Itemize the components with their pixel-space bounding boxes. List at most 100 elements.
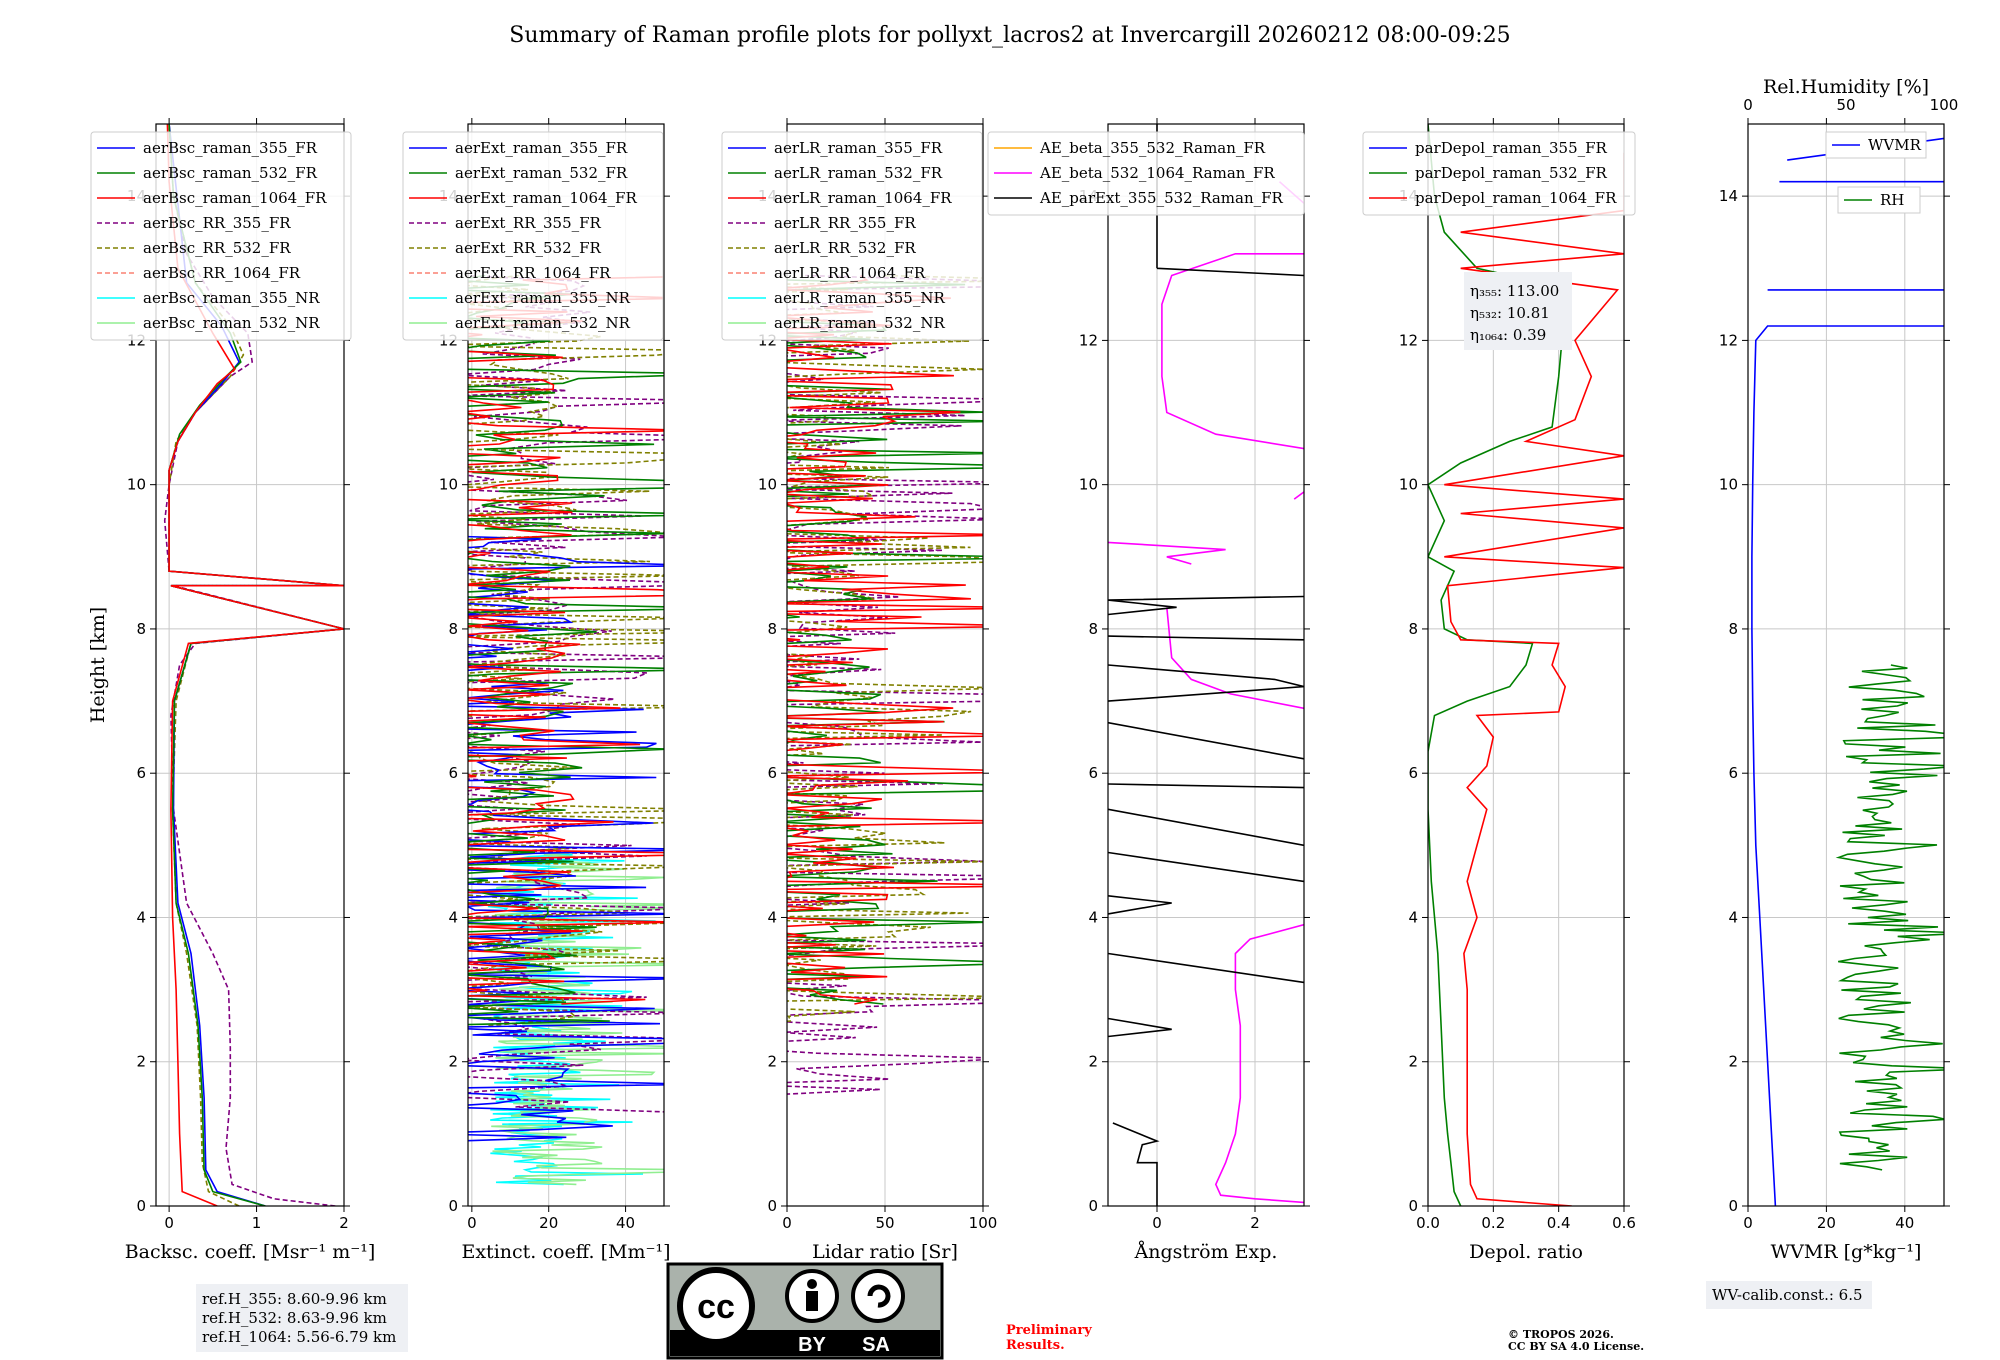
y-tick-label: 2 (1408, 1053, 1418, 1071)
x-tick-label: 0 (1743, 1214, 1753, 1232)
x-tick-label: 0.2 (1481, 1214, 1505, 1232)
y-tick-label: 0 (448, 1197, 458, 1215)
legend-label: aerLR_raman_1064_FR (774, 189, 952, 207)
legend-label: parDepol_raman_1064_FR (1415, 189, 1617, 207)
y-tick-label: 6 (136, 764, 146, 782)
x-tick-label: 40 (1895, 1214, 1914, 1232)
series-line-aerBsc_RR_355_FR (163, 124, 344, 1206)
axes-frame-wv (1747, 123, 1945, 1207)
legend-box (1362, 131, 1636, 216)
ref-line-355: ref.H_355: 8.60-9.96 km (202, 1290, 387, 1308)
y-tick-label: 10 (1719, 476, 1738, 494)
legend-label: aerLR_RR_532_FR (774, 239, 916, 257)
x-axis-label-depol: Depol. ratio (1469, 1241, 1583, 1263)
x-tick-label: 50 (875, 1214, 894, 1232)
y-tick-label: 12 (1399, 331, 1418, 349)
legend-depol: parDepol_raman_355_FR parDepol_raman_532_… (1362, 131, 1636, 216)
y-tick-label: 8 (767, 620, 777, 638)
y-tick-label: 10 (758, 476, 777, 494)
eta-box (1464, 272, 1572, 350)
x-tick-label: 2 (339, 1214, 349, 1232)
y-tick-label: 4 (1088, 908, 1098, 926)
legend-ext: aerExt_raman_355_FR aerExt_raman_532_FRae… (402, 131, 664, 341)
legend-label: AE_beta_532_1064_Raman_FR (1039, 164, 1275, 182)
x-tick-label: 0.0 (1416, 1214, 1440, 1232)
x-axis-label-wv: WVMR [g*kg⁻¹] (1771, 1241, 1922, 1263)
panel-lr: 02468101214050100Lidar ratio [Sr]aerLR_r… (721, 118, 998, 1263)
series-bsc (163, 124, 344, 1206)
series-line-aerBsc_raman_1064_FR (166, 124, 344, 1206)
x-tick-label: 0 (782, 1214, 792, 1232)
preliminary-line-2: Results. (1006, 1338, 1065, 1353)
x-tick-label: 0.4 (1547, 1214, 1571, 1232)
series-line-aerExt_raman_1064_FR (468, 276, 664, 1005)
legend-label: parDepol_raman_532_FR (1415, 164, 1608, 182)
series-line-AE_parExt_355_532_Raman_FR (1108, 124, 1304, 1206)
eta-annotations: η₃₅₅: 113.00 η₅₃₂: 10.81 η₁₀₆₄: 0.39 (1464, 272, 1572, 350)
legend-label: aerBsc_raman_532_NR (143, 314, 320, 332)
sa-share-icon (851, 1269, 905, 1323)
grid-wv (1748, 124, 1944, 1206)
x-tick-label: 100 (969, 1214, 998, 1232)
y-tick-label: 12 (1079, 331, 1098, 349)
legend-bsc: aerBsc_raman_355_FR aerBsc_raman_532_FRae… (90, 131, 352, 341)
y-tick-label: 10 (1079, 476, 1098, 494)
legend-ae: AE_beta_355_532_Raman_FR AE_beta_532_1064… (987, 131, 1305, 216)
legend-label: aerLR_raman_355_FR (774, 139, 943, 157)
legend-box (987, 131, 1305, 216)
y-tick-label: 4 (767, 908, 777, 926)
y-tick-label: 10 (439, 476, 458, 494)
series-line-AE_beta_532_1064_Raman_FR (1108, 181, 1304, 1204)
x-tick-label: 40 (616, 1214, 635, 1232)
legend-label: aerBsc_raman_532_FR (143, 164, 318, 182)
legend-label: aerBsc_raman_355_NR (143, 289, 320, 307)
series-line-RH (1835, 664, 1944, 1171)
panel-ext: 0246810121402040Extinct. coeff. [Mm⁻¹]ae… (402, 118, 671, 1263)
y-tick-label: 0 (767, 1197, 777, 1215)
x-tick-label: 0 (164, 1214, 174, 1232)
top-tick-label: 100 (1930, 96, 1959, 114)
legend-label: aerLR_raman_532_FR (774, 164, 943, 182)
y-tick-label: 4 (1728, 908, 1738, 926)
y-tick-label: 6 (1408, 764, 1418, 782)
y-tick-label: 0 (136, 1197, 146, 1215)
y-tick-label: 8 (1088, 620, 1098, 638)
legend-label: aerExt_raman_532_FR (455, 164, 628, 182)
svg-text:cc: cc (697, 1288, 735, 1326)
cc-icon (677, 1267, 755, 1345)
legend-label: aerLR_raman_532_NR (774, 314, 945, 332)
legend-label: RH (1880, 191, 1904, 209)
legend-label: aerExt_raman_532_NR (455, 314, 631, 332)
legend-box (90, 131, 352, 341)
series-line-parDepol_raman_1064_FR (1444, 152, 1624, 1206)
cc-by-label: BY (798, 1334, 826, 1356)
x-axis-label-bsc: Backsc. coeff. [Msr⁻¹ m⁻¹] (125, 1241, 376, 1263)
legend-box (721, 131, 983, 341)
series-ext (468, 274, 664, 1186)
legend-box (402, 131, 664, 341)
eta-label: η₅₃₂: 10.81 (1470, 304, 1550, 322)
y-tick-label: 2 (448, 1053, 458, 1071)
top-tick-label: 0 (1743, 96, 1753, 114)
y-tick-label: 0 (1408, 1197, 1418, 1215)
top-axis-label: Rel.Humidity [%] (1763, 76, 1929, 98)
y-tick-label: 8 (136, 620, 146, 638)
legend-label: aerExt_RR_355_FR (455, 214, 602, 232)
y-tick-label: 8 (448, 620, 458, 638)
y-tick-label: 14 (1719, 187, 1738, 205)
y-tick-label: 8 (1408, 620, 1418, 638)
cc-sa-label: SA (862, 1334, 890, 1356)
legend-label: aerBsc_RR_355_FR (143, 214, 291, 232)
x-axis-label-ae: Ångström Exp. (1134, 1241, 1278, 1263)
reference-height-box: ref.H_355: 8.60-9.96 km ref.H_532: 8.63-… (196, 1284, 408, 1352)
x-tick-label: 2 (1250, 1214, 1260, 1232)
series-line-aerExt_RR_532_FR (468, 274, 664, 1027)
series-line-WVMR (1751, 137, 1944, 1206)
y-axis-label: Height [km] (87, 607, 109, 723)
y-tick-label: 10 (1399, 476, 1418, 494)
x-tick-label: 20 (539, 1214, 558, 1232)
axes-frame-ae (1107, 123, 1305, 1207)
grid-ae (1108, 124, 1304, 1206)
